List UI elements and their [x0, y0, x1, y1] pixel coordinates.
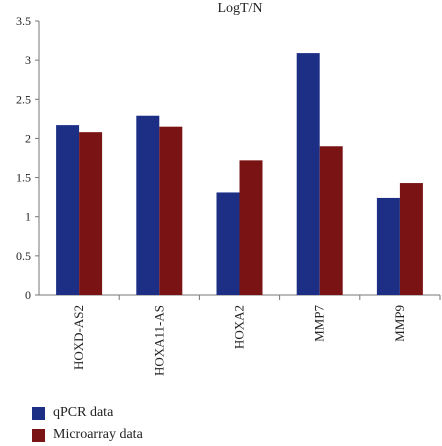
bar-chart: LogT/N 0 0.5 1 1.5 2 2.5 3 3.5 HOXD-AS2 HOXA11-AS… — [16, 1, 441, 376]
bar — [319, 146, 343, 295]
legend-label-qpcr: qPCR data — [53, 405, 114, 420]
legend-swatch-qpcr — [32, 406, 45, 420]
bars — [56, 53, 423, 296]
x-tick-label: HOXA11-AS — [151, 305, 166, 376]
y-tick-label: 1.5 — [16, 171, 31, 185]
bar — [239, 160, 263, 295]
x-tick-label: MMP9 — [392, 305, 407, 342]
legend-swatch-microarray — [32, 428, 45, 442]
bar — [136, 115, 160, 296]
legend-item-microarray: Microarray data — [32, 424, 143, 446]
bar — [399, 183, 423, 295]
y-tick-label: 0.5 — [16, 249, 31, 263]
legend-item-qpcr: qPCR data — [32, 402, 143, 424]
bar — [296, 53, 320, 296]
tick-labels: 0 0.5 1 1.5 2 2.5 3 3.5 HOXD-AS2 HOXA11-AS HOXA2 MM… — [16, 14, 407, 376]
x-tick-label: HOXA2 — [232, 305, 247, 349]
chart-title: LogT/N — [217, 1, 262, 16]
y-tick-label: 3.5 — [16, 14, 31, 28]
y-tick-label: 1 — [25, 210, 31, 224]
y-tick-label: 2 — [25, 131, 31, 145]
bar — [376, 197, 400, 295]
x-tick-label: HOXD-AS2 — [71, 305, 86, 370]
axes — [35, 20, 441, 300]
y-tick-label: 2.5 — [16, 92, 31, 106]
legend-label-microarray: Microarray data — [53, 427, 143, 442]
bar — [56, 125, 80, 296]
bar — [216, 192, 240, 295]
bar — [79, 132, 103, 295]
y-tick-label: 0 — [25, 288, 31, 302]
y-tick-label: 3 — [25, 53, 31, 67]
x-tick-label: MMP7 — [312, 305, 327, 342]
bar — [159, 126, 183, 295]
legend: qPCR data Microarray data — [32, 402, 143, 446]
